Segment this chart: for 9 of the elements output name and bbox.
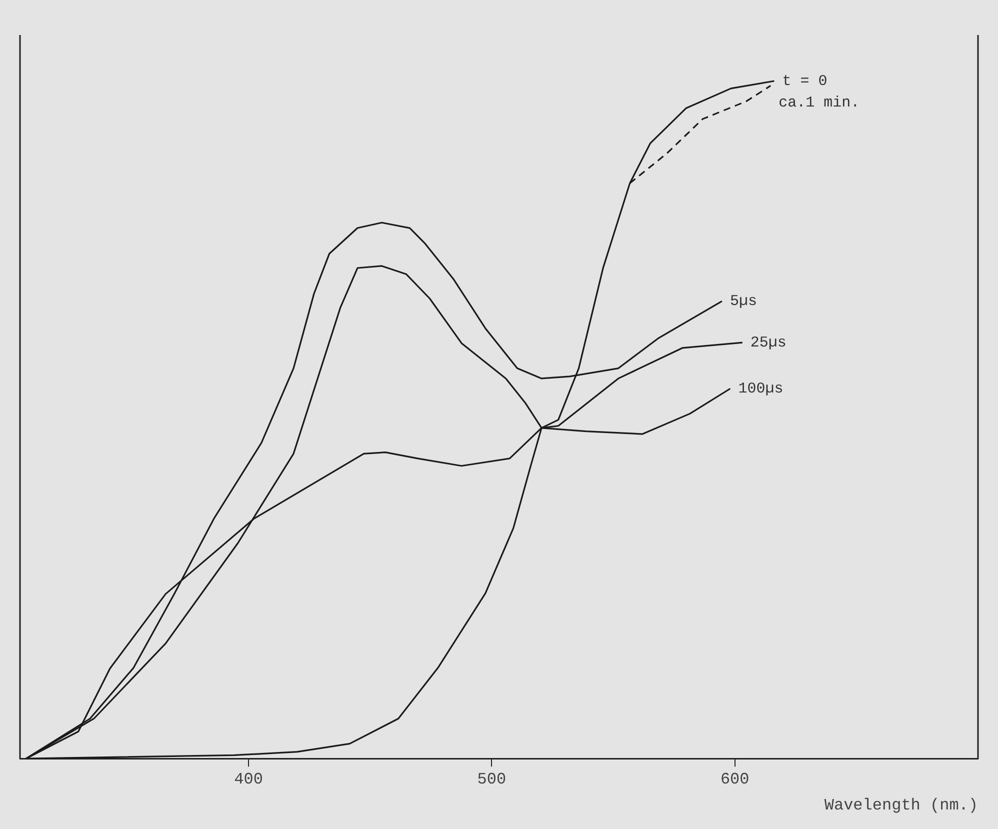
x-tick-label: 400 <box>234 770 263 788</box>
x-tick-label: 500 <box>477 770 506 788</box>
series-label: ca.1 min. <box>778 94 860 112</box>
series-label: t = 0 <box>782 72 828 90</box>
series-label: 25µs <box>750 334 786 352</box>
series-label: 100µs <box>738 380 784 398</box>
x-axis-title: Wavelength (nm.) <box>824 796 978 815</box>
x-tick-label: 600 <box>720 770 750 788</box>
series-label: 5µs <box>730 293 757 310</box>
